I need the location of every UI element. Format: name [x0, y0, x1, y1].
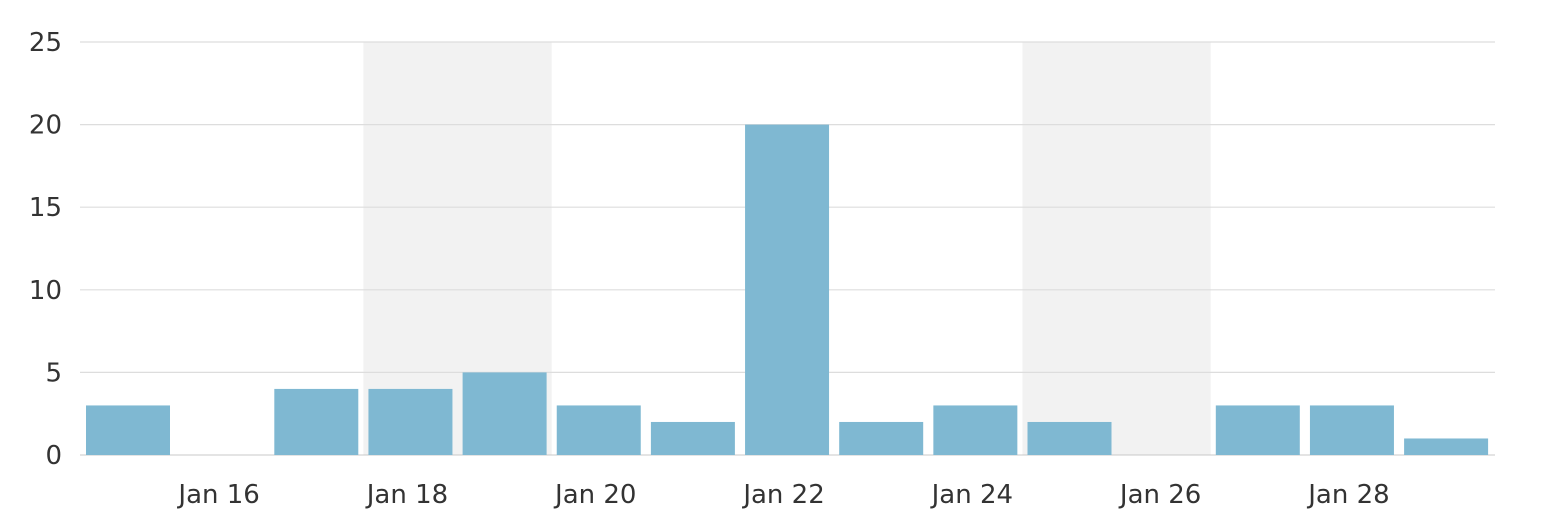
bar-jan-27	[1215, 405, 1300, 455]
x-tick-label-jan-20: Jan 20	[553, 480, 636, 510]
x-tick-label-jan-18: Jan 18	[365, 480, 448, 510]
bar-jan-17	[274, 388, 359, 455]
bar-jan-18	[368, 388, 453, 455]
y-tick-label-15: 15	[29, 193, 62, 223]
bar-jan-28	[1309, 405, 1394, 455]
bar-jan-29	[1404, 438, 1489, 455]
y-tick-label-5: 5	[45, 358, 62, 388]
bar-jan-21	[650, 421, 735, 455]
bar-jan-20	[556, 405, 641, 455]
bar-jan-22	[745, 124, 830, 455]
x-tick-label-jan-16: Jan 16	[176, 480, 259, 510]
bar-jan-24	[933, 405, 1018, 455]
y-tick-label-0: 0	[45, 441, 62, 471]
y-tick-label-20: 20	[29, 111, 62, 141]
x-tick-label-jan-24: Jan 24	[930, 480, 1013, 510]
x-tick-label-jan-28: Jan 28	[1306, 480, 1389, 510]
bar-jan-15	[86, 405, 170, 455]
x-tick-label-jan-26: Jan 26	[1118, 480, 1201, 510]
weekend-shade-1	[1022, 42, 1211, 455]
bar-jan-19	[462, 372, 547, 455]
bar-jan-25	[1027, 421, 1112, 455]
y-tick-label-25: 25	[29, 28, 62, 58]
bar-jan-23	[839, 421, 924, 455]
x-tick-label-jan-22: Jan 22	[741, 480, 824, 510]
y-tick-label-10: 10	[29, 276, 62, 306]
